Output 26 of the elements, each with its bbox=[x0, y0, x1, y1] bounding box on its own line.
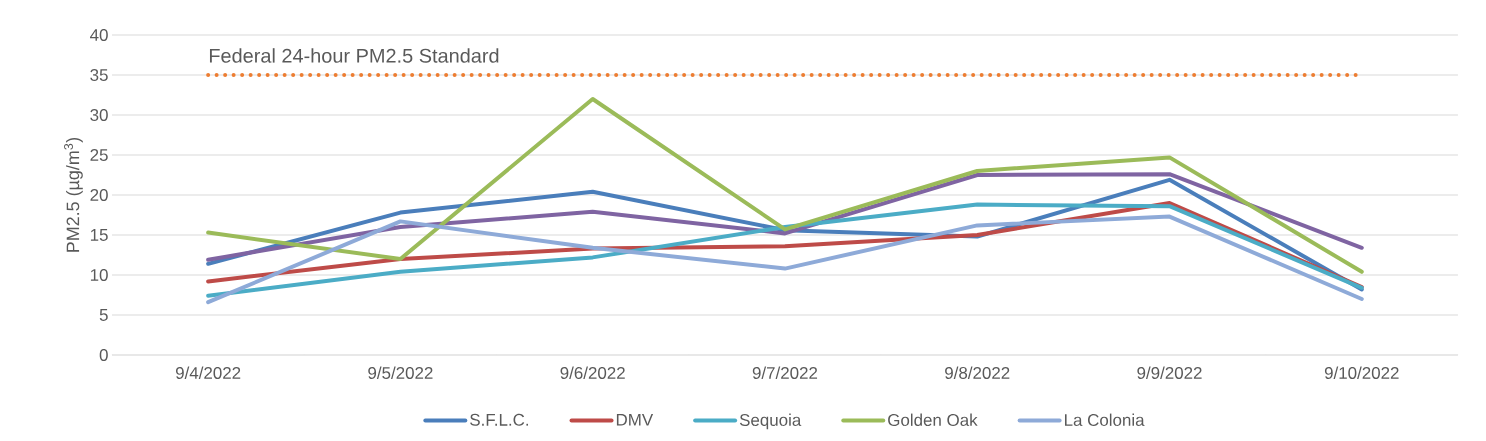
line-series bbox=[206, 214, 1364, 305]
y-tick-label: 10 bbox=[90, 269, 108, 281]
y-tick-label: 5 bbox=[99, 309, 108, 321]
legend-label: La Colonia bbox=[1065, 413, 1145, 427]
y-tick-label: 0 bbox=[99, 349, 108, 361]
y-tick-label: 30 bbox=[90, 109, 108, 121]
line-series bbox=[206, 97, 1364, 274]
legend-label: Golden Oak bbox=[888, 413, 978, 427]
ref-line-label: Federal 24-hour PM2.5 Standard bbox=[209, 48, 499, 63]
line-series bbox=[206, 172, 1364, 262]
x-tick-label: 9/5/2022 bbox=[368, 366, 433, 379]
x-tick-label: 9/8/2022 bbox=[945, 366, 1010, 379]
y-axis-title: PM2.5 (µg/m$^{3}$) bbox=[64, 137, 83, 252]
x-tick-label: 9/7/2022 bbox=[752, 366, 818, 379]
y-tick-label: 35 bbox=[90, 69, 108, 81]
x-tick-label: 9/9/2022 bbox=[1137, 366, 1202, 379]
legend-label: S.F.L.C. bbox=[470, 413, 529, 426]
legend-label: DMV bbox=[616, 413, 654, 426]
y-tick-label: 20 bbox=[90, 189, 108, 201]
legend-label: Sequoia bbox=[739, 413, 802, 430]
x-tick-label: 9/6/2022 bbox=[560, 366, 625, 379]
y-tick-label: 15 bbox=[90, 229, 108, 241]
y-tick-label: 25 bbox=[90, 149, 108, 161]
x-tick-label: 9/4/2022 bbox=[175, 366, 241, 379]
x-tick-label: 9/10/2022 bbox=[1324, 366, 1399, 379]
y-tick-label: 40 bbox=[90, 29, 108, 41]
